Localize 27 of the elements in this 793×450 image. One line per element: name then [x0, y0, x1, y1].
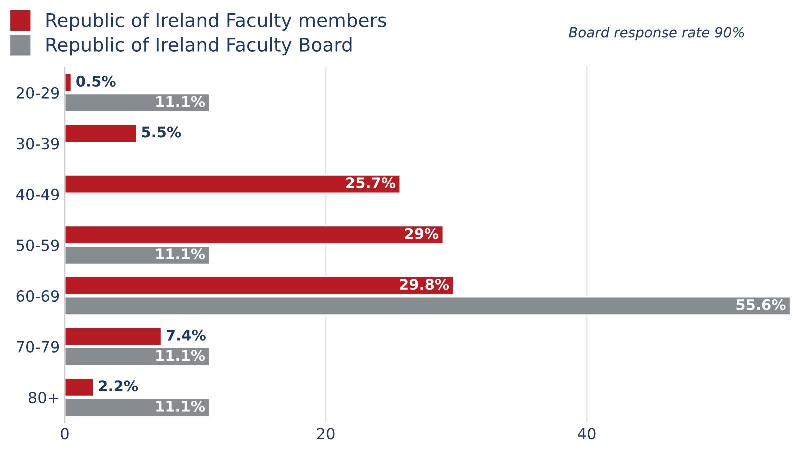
data-label: 11.1% [156, 248, 206, 260]
bar [65, 124, 138, 144]
x-tick-label: 20 [317, 428, 335, 440]
data-label: 29.8% [400, 279, 450, 290]
legend-label: Republic of Ireland Faculty members [46, 12, 386, 32]
y-tick-label: 70-79 [17, 341, 60, 353]
data-label: 25.7% [346, 178, 396, 189]
legend-label: Republic of Ireland Faculty Board [46, 37, 352, 56]
y-tick-label: 60-69 [16, 290, 60, 302]
data-label: 2.2% [99, 380, 138, 392]
data-label: 11.1% [156, 400, 206, 412]
y-tick-label: 20-29 [16, 87, 60, 99]
data-label: 11.1% [156, 96, 206, 108]
data-label: 11.1% [156, 350, 206, 362]
data-label: 5.5% [142, 126, 182, 138]
bar [65, 174, 402, 194]
x-tick-label: 40 [578, 428, 596, 440]
data-label: 0.5% [76, 76, 116, 87]
x-tick-label: 0 [61, 428, 69, 440]
data-label: 7.4% [166, 330, 206, 341]
data-label: 55.6% [736, 299, 786, 310]
y-tick-label: 50-59 [16, 240, 60, 252]
y-tick-label: 80+ [28, 392, 59, 404]
y-tick-label: 40-49 [16, 188, 60, 200]
text: Board response rate 90% [569, 27, 744, 40]
y-tick-label: 30-39 [16, 138, 60, 150]
data-label: 29% [405, 228, 439, 240]
